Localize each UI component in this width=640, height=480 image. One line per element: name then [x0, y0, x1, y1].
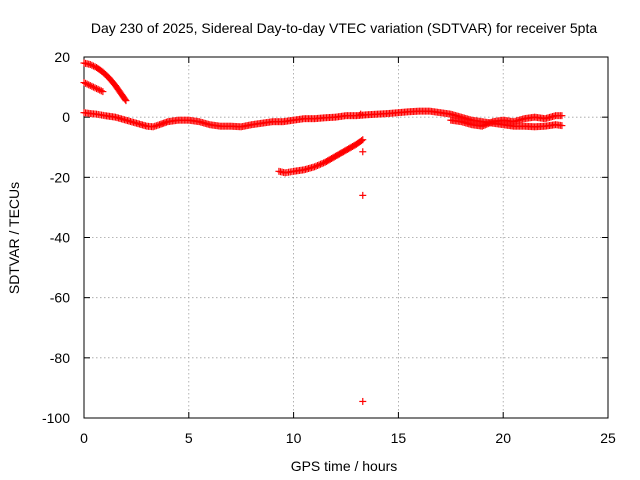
- x-tick-label: 15: [391, 430, 407, 446]
- data-point-high-arc: [88, 61, 96, 69]
- y-tick-label: -40: [50, 230, 70, 246]
- y-tick-label: -60: [50, 290, 70, 306]
- data-point-short-arc: [93, 85, 101, 93]
- data-point-main-track: [558, 122, 566, 130]
- data-point-rising-arc: [358, 137, 366, 145]
- data-point-secondary-track: [481, 121, 489, 129]
- data-point-short-arc: [99, 88, 107, 96]
- data-point-short-arc: [82, 79, 90, 87]
- chart-title: Day 230 of 2025, Sidereal Day-to-day VTE…: [91, 20, 598, 36]
- data-points: [80, 59, 566, 405]
- data-point-secondary-track: [486, 119, 494, 127]
- data-point-secondary-track: [487, 118, 495, 126]
- y-tick-label: -20: [50, 169, 70, 185]
- x-tick-label: 0: [80, 430, 88, 446]
- data-point-high-arc: [89, 62, 97, 70]
- data-point-short-arc: [86, 82, 94, 90]
- data-point-outliers: [359, 397, 367, 405]
- data-point-short-arc: [96, 86, 104, 94]
- x-tick-label: 5: [185, 430, 193, 446]
- data-point-secondary-track: [478, 122, 486, 130]
- data-point-short-arc: [85, 81, 93, 89]
- y-axis: -100 -80 -60 -40 -20 0 20: [42, 49, 608, 426]
- data-point-rising-arc: [359, 136, 367, 144]
- data-point-short-arc: [80, 79, 88, 87]
- x-axis: 0 5 10 15 20 25: [80, 57, 616, 446]
- data-point-secondary-track: [483, 120, 491, 128]
- data-point-high-arc: [86, 61, 94, 69]
- data-point-rising-arc: [312, 162, 320, 170]
- data-point-outliers: [357, 110, 365, 118]
- data-point-short-arc: [89, 83, 97, 91]
- data-point-short-arc: [83, 80, 91, 88]
- data-point-rising-arc: [318, 160, 326, 168]
- data-point-outliers: [359, 191, 367, 199]
- y-axis-title: SDTVAR / TECUs: [6, 182, 22, 294]
- data-point-short-arc: [91, 84, 99, 92]
- x-tick-label: 25: [600, 430, 616, 446]
- grid-lines: [84, 57, 608, 418]
- data-point-short-arc: [94, 85, 102, 93]
- data-point-secondary-track: [480, 122, 488, 130]
- data-point-high-arc: [121, 95, 129, 103]
- data-point-rising-arc: [311, 163, 319, 171]
- data-point-short-arc: [88, 82, 96, 90]
- data-point-short-arc: [97, 87, 105, 95]
- y-tick-label: -100: [42, 410, 70, 426]
- y-tick-label: 0: [62, 109, 70, 125]
- data-point-rising-arc: [314, 162, 322, 170]
- data-point-secondary-track: [484, 120, 492, 128]
- x-tick-label: 10: [286, 430, 302, 446]
- data-point-secondary-track: [558, 112, 566, 120]
- data-point-rising-arc: [315, 161, 323, 169]
- y-tick-label: -80: [50, 350, 70, 366]
- y-tick-label: 20: [54, 49, 70, 65]
- data-point-rising-arc: [317, 160, 325, 168]
- data-point-high-arc: [122, 97, 130, 105]
- data-point-outliers: [359, 148, 367, 156]
- x-axis-title: GPS time / hours: [291, 458, 398, 474]
- x-tick-label: 20: [495, 430, 511, 446]
